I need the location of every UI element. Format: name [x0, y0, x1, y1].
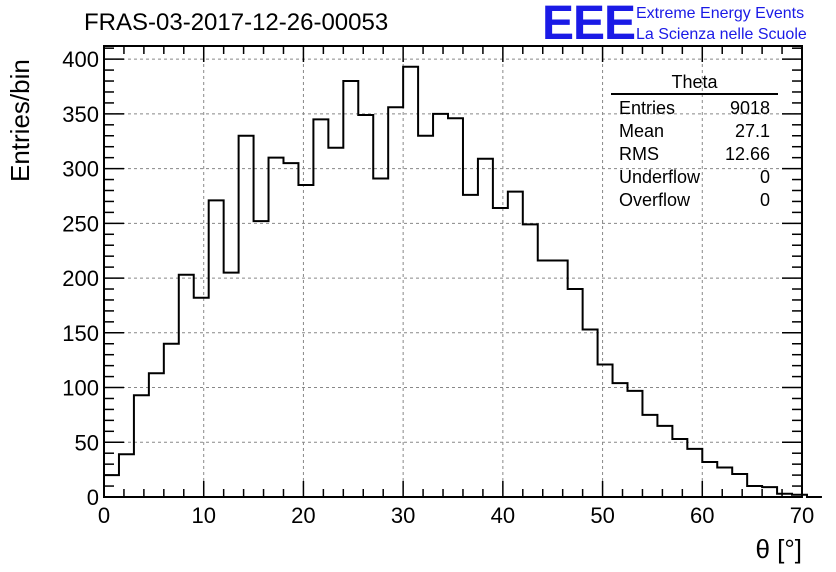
y-tick-label: 400: [62, 47, 99, 72]
stats-label: Mean: [619, 121, 665, 141]
x-axis-label: θ [°]: [755, 534, 802, 564]
x-tick-label: 20: [291, 503, 315, 528]
stats-label: Overflow: [619, 190, 691, 210]
stats-box: Theta Entries 9018 Mean 27.1 RMS 12.66 U…: [611, 72, 778, 212]
logo-line-1: Extreme Energy Events: [636, 5, 805, 22]
stats-value: 0: [759, 167, 770, 187]
y-tick-label: 50: [75, 430, 99, 455]
x-tick-label: 70: [790, 503, 814, 528]
grid-lines: [104, 46, 802, 497]
stats-title: Theta: [611, 72, 778, 95]
x-tick-label: 10: [191, 503, 215, 528]
logo-caption: Extreme Energy Events La Scienza nelle S…: [636, 3, 807, 45]
tick-labels: 0 10 20 30 40 50 60 70 0 50 100 150 200 250 300 350 400: [62, 47, 814, 528]
stats-value: 12.66: [724, 144, 770, 164]
stats-label: Underflow: [619, 167, 701, 187]
stats-value: 0: [759, 190, 770, 210]
histogram-line: [103, 65, 822, 498]
stats-value: 27.1: [734, 121, 770, 141]
x-tick-label: 60: [690, 503, 714, 528]
stats-row-underflow: Underflow 0: [611, 166, 778, 189]
y-tick-label: 350: [62, 102, 99, 127]
plot-frame: [103, 45, 803, 498]
stats-value: 9018: [729, 98, 770, 118]
y-tick-label: 100: [62, 376, 99, 401]
chart-title: FRAS-03-2017-12-26-00053: [84, 9, 389, 36]
stats-row-overflow: Overflow 0: [611, 189, 778, 212]
eee-logo: EEE: [542, 0, 636, 50]
axes: [103, 45, 803, 498]
stats-label: RMS: [619, 144, 659, 164]
x-tick-label: 30: [391, 503, 415, 528]
stats-label: Entries: [619, 98, 676, 118]
y-tick-label: 200: [62, 266, 99, 291]
x-tick-label: 0: [98, 503, 110, 528]
y-tick-label: 150: [62, 321, 99, 346]
logo-line-2: La Scienza nelle Scuole: [636, 26, 807, 43]
stats-row-entries: Entries 9018: [611, 97, 778, 120]
stats-row-rms: RMS 12.66: [611, 143, 778, 166]
x-tick-label: 40: [491, 503, 515, 528]
y-tick-label: 0: [87, 485, 99, 510]
y-axis-label: Entries/bin: [5, 59, 35, 182]
stats-row-mean: Mean 27.1: [611, 120, 778, 143]
histogram-series: [103, 65, 822, 498]
x-tick-label: 50: [590, 503, 614, 528]
y-tick-label: 250: [62, 211, 99, 236]
y-tick-label: 300: [62, 157, 99, 182]
